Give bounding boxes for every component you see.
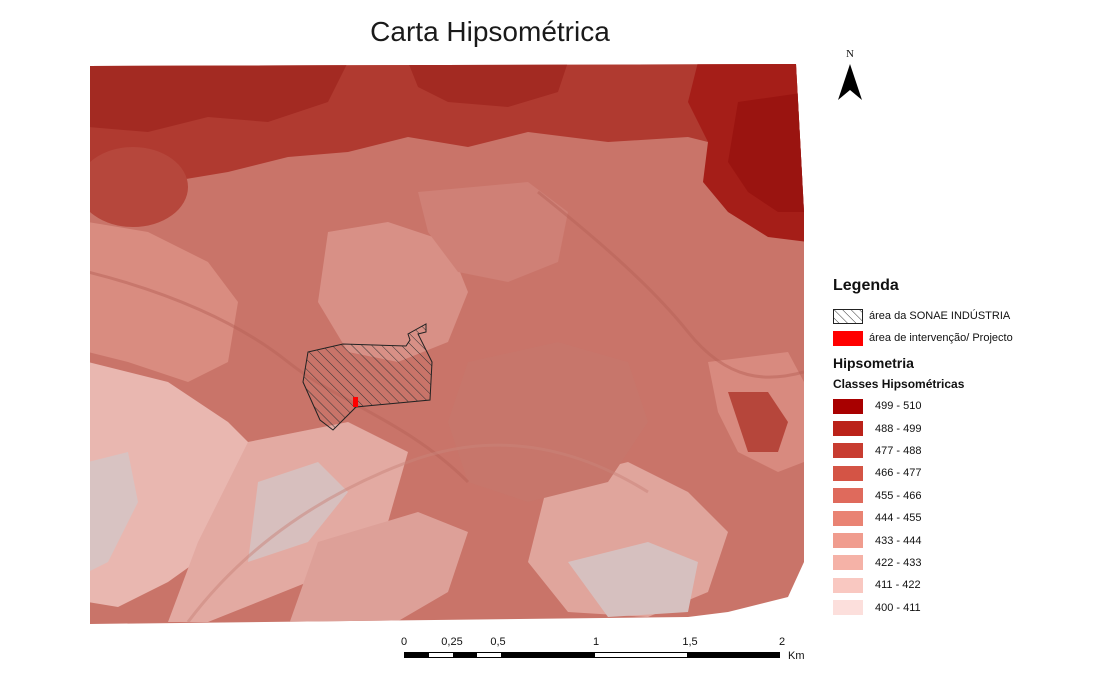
scale-tick-label: 1,5: [682, 636, 698, 648]
legend-item-intervention: área de intervenção/ Projecto: [833, 327, 1093, 349]
class-swatch: [833, 488, 863, 504]
class-swatch: [833, 510, 863, 526]
legend-class-item: 444 - 455: [833, 507, 1093, 529]
scale-tick-label: 2: [778, 636, 786, 648]
elevation-contour-1: [90, 270, 470, 484]
elevation-peak-right-core: [728, 92, 804, 212]
class-label: 411 - 422: [875, 579, 921, 592]
elevation-low-bottom: [288, 512, 468, 624]
hypsometric-map[interactable]: [88, 62, 808, 627]
legend-heading: Legenda: [833, 277, 899, 294]
scale-seg-2: [429, 653, 453, 657]
legend-class-item: 477 - 488: [833, 440, 1093, 462]
scale-bar-graphic: [404, 652, 780, 658]
intervention-area[interactable]: [353, 397, 358, 407]
legend-class-item: 400 - 411: [833, 597, 1093, 619]
class-swatch: [833, 421, 863, 437]
class-list: 499 - 510 488 - 499 477 - 488 466 - 477 455 …: [833, 395, 1093, 619]
class-swatch: [833, 398, 863, 414]
elevation-contour-3: [186, 443, 649, 623]
scale-bar: 0 0,25 0,5 1 1,5 2 Km: [396, 636, 816, 666]
elevation-contour-2: [537, 190, 804, 379]
scale-seg-7: [687, 653, 779, 657]
class-label: 466 - 477: [875, 467, 922, 480]
class-label: 444 - 455: [875, 512, 922, 525]
elevation-bump-left: [90, 147, 188, 227]
class-swatch: [833, 600, 863, 616]
scale-tick-label: 0,5: [490, 636, 506, 648]
elevation-band-peak-center: [408, 64, 568, 107]
scale-seg-1: [405, 653, 429, 657]
scale-seg-4: [477, 653, 501, 657]
elevation-low-left: [90, 362, 268, 607]
elevation-band-mid-plateau: [418, 182, 568, 282]
class-swatch: [833, 533, 863, 549]
elevation-band-mid-left: [90, 222, 238, 382]
class-label: 499 - 510: [875, 400, 922, 413]
legend-class-item: 488 - 499: [833, 417, 1093, 439]
legend-class-item: 411 - 422: [833, 574, 1093, 596]
scale-tick-label: 1: [592, 636, 600, 648]
scale-seg-6: [595, 653, 687, 657]
class-label: 433 - 444: [875, 534, 922, 547]
map-title: Carta Hipsométrica: [370, 16, 610, 47]
intervention-swatch: [833, 330, 863, 346]
class-label: 400 - 411: [875, 601, 921, 614]
legend-class-item: 433 - 444: [833, 529, 1093, 551]
elevation-band-mid-center: [318, 222, 468, 362]
legend-item-sonae: área da SONAE INDÚSTRIA: [833, 305, 1093, 327]
legend-label-intervention: área de intervenção/ Projecto: [869, 332, 1013, 344]
elevation-low-right-core: [568, 542, 698, 617]
hypsometry-heading: Hipsometria: [833, 355, 914, 371]
legend-class-item: 455 - 466: [833, 485, 1093, 507]
north-label: N: [846, 48, 854, 60]
sonae-industria-area[interactable]: [302, 323, 433, 431]
class-label: 477 - 488: [875, 444, 922, 457]
north-indicator: N: [836, 48, 864, 100]
elevation-band-peak-left: [90, 64, 348, 132]
map-legend: Legenda área da SONAE INDÚSTRIA área de …: [833, 277, 1093, 619]
class-swatch: [833, 465, 863, 481]
elevation-rugged-right-dark: [728, 392, 788, 452]
elevation-low-left-core: [90, 452, 138, 572]
legend-class-item: 422 - 433: [833, 552, 1093, 574]
class-label: 488 - 499: [875, 422, 922, 435]
north-arrow-icon: [838, 64, 862, 100]
class-label: 455 - 466: [875, 489, 922, 502]
class-swatch: [833, 443, 863, 459]
class-label: 422 - 433: [875, 556, 922, 569]
scale-seg-5: [501, 653, 595, 657]
elevation-band-central: [448, 342, 648, 502]
legend-class-item: 499 - 510: [833, 395, 1093, 417]
legend-label-sonae: área da SONAE INDÚSTRIA: [869, 310, 1011, 322]
class-swatch: [833, 577, 863, 593]
hatch-swatch: [833, 308, 863, 324]
scale-tick-label: 0: [400, 636, 408, 648]
legend-class-item: 466 - 477: [833, 462, 1093, 484]
class-swatch: [833, 555, 863, 571]
scale-unit: Km: [788, 650, 805, 662]
classes-heading: Classes Hipsométricas: [833, 377, 965, 391]
scale-tick-label: 0,25: [441, 636, 463, 648]
scale-seg-3: [453, 653, 477, 657]
